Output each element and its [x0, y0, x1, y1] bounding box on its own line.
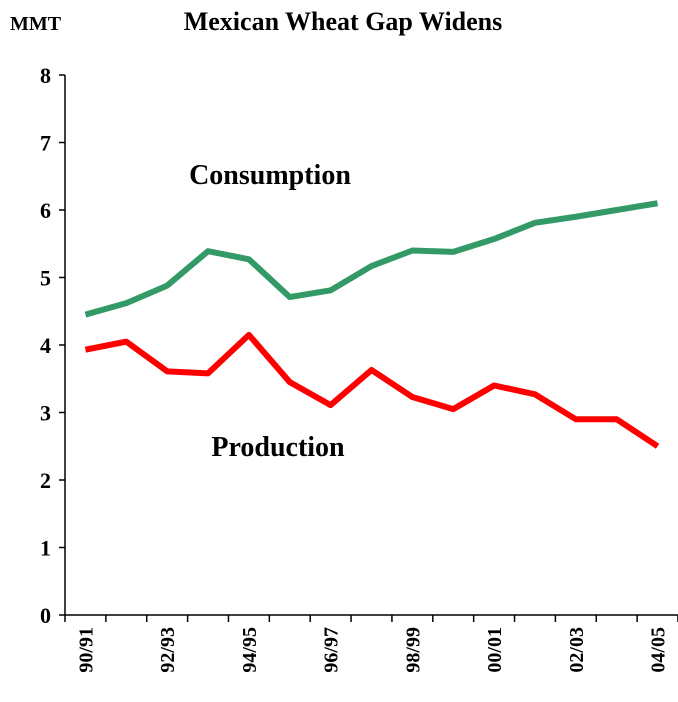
x-tick-label: 96/97 [321, 627, 343, 673]
series-line [84, 331, 660, 449]
y-tick-label: 3 [40, 401, 51, 426]
x-tick-label: 90/91 [75, 627, 97, 673]
y-tick-label: 2 [40, 468, 51, 493]
series-label: Production [211, 432, 345, 463]
x-tick-label: 02/03 [566, 627, 588, 673]
y-tick-label: 8 [40, 63, 51, 88]
y-tick-label: 7 [40, 131, 51, 156]
series-line [84, 200, 659, 318]
x-tick-label: 98/99 [402, 627, 424, 673]
x-tick-label: 94/95 [239, 627, 261, 673]
y-tick-label: 1 [40, 536, 51, 561]
x-tick-label: 00/01 [484, 627, 506, 673]
x-tick-label: 92/93 [157, 627, 179, 673]
y-tick-label: 0 [40, 603, 51, 628]
chart-title: Mexican Wheat Gap Widens [184, 7, 503, 36]
y-tick-label: 4 [40, 333, 51, 358]
y-tick-label: 6 [40, 198, 51, 223]
x-tick-label: 04/05 [648, 627, 670, 673]
y-axis-label: MMT [10, 13, 62, 35]
y-tick-label: 5 [40, 266, 51, 291]
series-label: Consumption [189, 160, 351, 191]
